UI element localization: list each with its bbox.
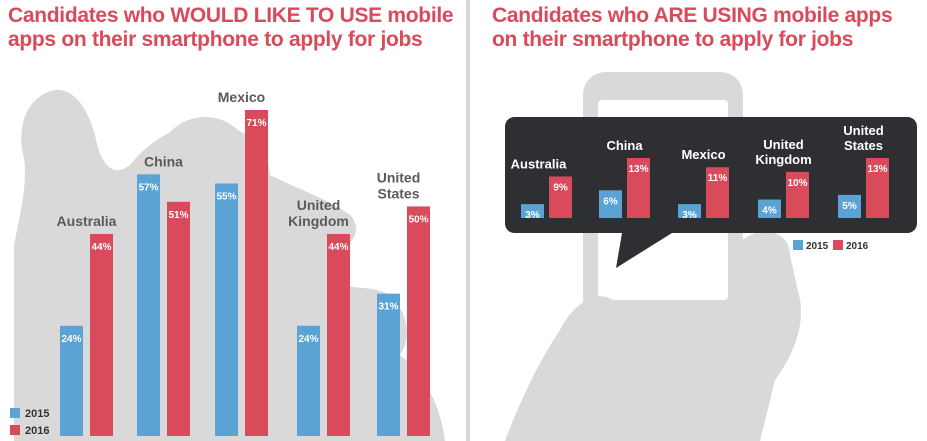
bar-group-mexico: 3% 11% Mexico [678,147,729,221]
left-title-emphasis: WOULD LIKE TO USE [170,4,382,27]
bar-2016 [90,233,113,436]
bar-2015 [838,194,861,218]
bar-group-china: 57% 51% China [137,153,190,437]
bar-value-label: 10% [787,178,807,189]
bar-2015 [137,174,160,437]
category-label: Mexico [218,89,265,105]
legend-swatch-2015 [10,408,20,418]
category-label: Kingdom [755,152,811,167]
bar-2016 [627,158,650,218]
bar-2015 [297,325,320,436]
bar-2016 [245,110,268,436]
bar-2015 [678,204,701,218]
category-label: United [843,123,884,138]
category-label: United [763,137,804,152]
legend-label: 2015 [25,408,49,420]
bar-value-label: 9% [553,182,568,193]
bar-value-label: 13% [628,164,648,175]
bar-value-label: 51% [168,210,188,221]
category-label: Australia [57,213,117,229]
fingers-silhouette [690,303,764,441]
category-label: United [297,197,341,213]
bar-group-china: 6% 13% China [599,138,650,218]
legend-label: 2016 [25,425,49,437]
legend-swatch-2016 [833,240,843,250]
bar-value-label: 31% [378,302,398,313]
bar-value-label: 57% [138,182,158,193]
bar-2015 [758,199,781,218]
bar-group-australia: 3% 9% Australia [511,156,572,221]
bar-value-label: 4% [762,206,777,217]
bar-value-label: 3% [682,210,697,221]
left-chart-title: Candidates who WOULD LIKE TO USE mobile … [8,4,458,52]
bar-2016 [786,171,809,218]
right-title-post: mobile apps on their smartphone to apply… [492,4,893,51]
bar-2016 [549,176,572,218]
bar-value-label: 24% [61,334,81,345]
bar-value-label: 3% [525,210,540,221]
thumb-silhouette [505,296,706,441]
bar-group-australia: 24% 44% Australia [57,213,117,436]
category-label: Mexico [681,147,725,162]
bar-2015 [599,190,622,218]
category-label: United [377,169,421,185]
category-label: States [844,138,883,153]
bar-value-label: 11% [708,173,728,184]
bar-group-mexico: 55% 71% Mexico [215,89,268,436]
right-chart-title: Candidates who ARE USING mobile apps on … [492,4,922,52]
legend-swatch-2015 [793,240,803,250]
category-label: States [377,185,419,201]
category-label: China [606,138,643,153]
right-bar-chart: 3% 9% Australia 6% 13% China 3% 11% Mexico 4% 10% U… [505,117,917,268]
bar-value-label: 55% [216,191,236,202]
left-title-post: mobile apps on their smartphone to apply… [8,4,454,51]
bar-2015 [377,293,400,436]
right-title-emphasis: ARE USING [653,4,768,27]
bar-2016 [706,167,729,218]
right-title-pre: Candidates who [492,4,654,27]
bar-value-label: 44% [328,242,348,253]
bar-value-label: 5% [842,201,857,212]
category-label: China [144,153,183,169]
left-title-pre: Candidates who [8,4,171,27]
legend-label: 2016 [846,241,869,252]
bar-2015 [521,204,544,218]
right-legend: 2015 2016 [793,240,869,252]
bar-value-label: 13% [867,164,887,175]
bar-value-label: 6% [603,196,618,207]
bar-2015 [215,183,238,436]
bar-2015 [60,325,83,436]
bar-2016 [327,233,350,436]
legend-swatch-2016 [10,425,20,435]
bar-2016 [167,201,190,436]
bar-value-label: 71% [246,118,266,129]
left-bar-chart: 24% 44% Australia 57% 51% China 55% 71% Mexico 24… [10,89,430,437]
bar-value-label: 24% [298,334,318,345]
bar-value-label: 50% [408,214,428,225]
category-label: Kingdom [288,213,349,229]
bar-value-label: 44% [91,242,111,253]
panel-divider [466,0,470,441]
bar-2016 [866,158,889,218]
bar-2016 [407,206,430,436]
legend-label: 2015 [806,241,829,252]
category-label: Australia [511,156,567,171]
left-legend: 2015 2016 [10,408,49,437]
